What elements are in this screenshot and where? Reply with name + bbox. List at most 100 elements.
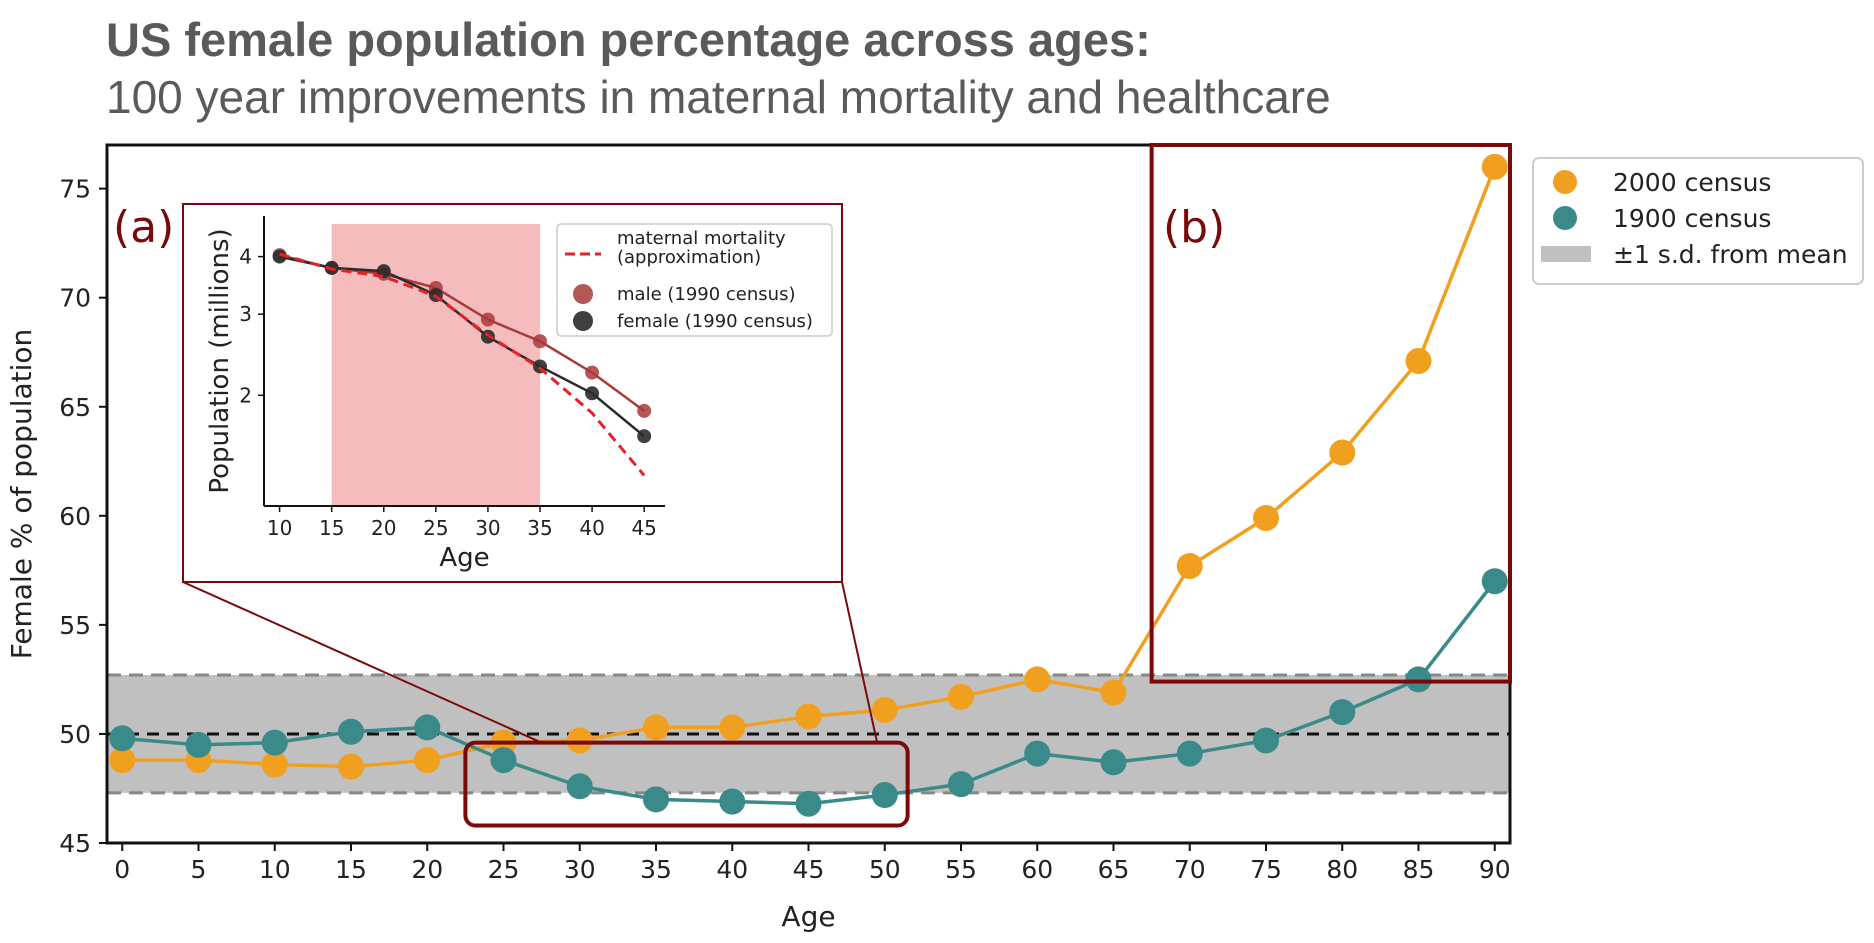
point-s0-18 — [1481, 153, 1508, 180]
inset-point-female-0 — [272, 249, 287, 264]
point-s0-11 — [948, 683, 974, 710]
point-s1-16 — [1329, 699, 1356, 726]
legend-marker-band — [1541, 246, 1591, 262]
x-tick-label-13: 65 — [1098, 855, 1130, 884]
inset-y-tick-label-2: 4 — [239, 245, 252, 269]
point-s1-15 — [1253, 727, 1279, 754]
highlight-box-b — [1149, 143, 1512, 684]
point-s0-17 — [1405, 347, 1432, 374]
x-tick-label-10: 50 — [869, 855, 901, 884]
point-s0-16 — [1329, 439, 1356, 466]
legend-box — [1532, 157, 1864, 285]
annotation-a: (a) — [113, 202, 174, 253]
y-tick-label-5: 70 — [59, 284, 91, 313]
x-tick-label-3: 15 — [335, 855, 367, 884]
x-tick-label-18: 90 — [1479, 855, 1511, 884]
inset-x-tick-label-3: 25 — [423, 516, 448, 540]
x-tick-label-9: 45 — [793, 855, 825, 884]
point-s0-2 — [261, 751, 288, 778]
inset-point-male-4 — [480, 312, 495, 327]
inset-x-tick-label-7: 45 — [631, 516, 656, 540]
y-tick-label-4: 65 — [59, 393, 91, 422]
inset-x-axis-label: Age — [439, 543, 489, 573]
inset-connector-right — [841, 581, 879, 743]
x-axis-label: Age — [781, 900, 835, 933]
inset-x-tick-label-1: 15 — [319, 516, 344, 540]
page-subtitle: 100 year improvements in maternal mortal… — [106, 71, 1331, 123]
point-s0-15 — [1253, 504, 1279, 531]
point-s1-3 — [338, 718, 364, 745]
point-s0-6 — [566, 727, 593, 754]
point-s0-9 — [795, 703, 822, 730]
point-s1-2 — [261, 729, 288, 756]
x-tick-label-16: 80 — [1326, 855, 1358, 884]
point-s1-8 — [719, 788, 746, 815]
point-s1-9 — [795, 790, 822, 817]
x-tick-label-2: 10 — [259, 855, 291, 884]
inset-legend-label-female: female (1990 census) — [617, 311, 813, 332]
point-s0-14 — [1176, 552, 1203, 579]
x-tick-label-0: 0 — [114, 855, 130, 884]
legend-label-0: 2000 census — [1613, 168, 1771, 197]
y-tick-label-3: 60 — [59, 502, 91, 531]
inset-point-female-7 — [637, 429, 652, 444]
x-tick-label-15: 75 — [1250, 855, 1282, 884]
point-s1-12 — [1024, 740, 1051, 767]
annotation-b: (b) — [1163, 202, 1225, 253]
inset-x-tick-label-5: 35 — [527, 516, 552, 540]
inset-point-male-7 — [637, 403, 652, 418]
legend-marker-1 — [1553, 206, 1577, 230]
x-tick-label-7: 35 — [640, 855, 672, 884]
x-tick-label-12: 60 — [1021, 855, 1053, 884]
inset-legend-label-maternal-line1: maternal mortality — [617, 228, 786, 249]
inset-legend-label-male: male (1990 census) — [617, 284, 795, 305]
legend-label-1: 1900 census — [1613, 204, 1771, 233]
inset-line-maternal-mortality — [279, 252, 646, 477]
inset-y-tick-label-1: 3 — [239, 302, 252, 326]
inset-x-tick-label-0: 10 — [267, 516, 292, 540]
inset-legend-label-maternal-line2: (approximation) — [617, 247, 761, 268]
inset-legend-box — [556, 223, 833, 337]
legend-marker-0 — [1553, 170, 1577, 194]
point-s1-1 — [185, 731, 212, 758]
inset-connector-left — [182, 581, 543, 744]
inset-highlight-span — [331, 224, 541, 506]
point-s0-8 — [719, 714, 746, 741]
inset-point-female-6 — [585, 386, 600, 401]
point-s1-18 — [1481, 568, 1508, 595]
point-s1-4 — [414, 714, 441, 741]
y-tick-label-6: 75 — [59, 175, 91, 204]
inset-legend-marker-female — [573, 311, 593, 331]
point-s1-10 — [871, 782, 898, 809]
x-tick-label-1: 5 — [191, 855, 207, 884]
highlight-box-a — [463, 740, 910, 828]
point-s0-7 — [643, 714, 669, 741]
y-tick-label-2: 55 — [59, 611, 91, 640]
inset-legend-marker-male — [573, 284, 593, 304]
point-s1-14 — [1176, 740, 1203, 767]
point-s0-12 — [1024, 666, 1051, 693]
inset-x-tick-label-4: 30 — [475, 516, 500, 540]
x-tick-label-14: 70 — [1174, 855, 1206, 884]
inset-x-tick-label-2: 20 — [371, 516, 396, 540]
y-axis-label: Female % of population — [5, 329, 38, 660]
point-s1-0 — [109, 725, 136, 752]
point-s0-10 — [871, 696, 898, 723]
x-tick-label-17: 85 — [1403, 855, 1435, 884]
inset-y-tick-label-0: 2 — [239, 383, 252, 407]
inset-point-male-6 — [585, 365, 600, 380]
point-s1-17 — [1405, 666, 1432, 693]
y-tick-label-0: 45 — [59, 829, 91, 858]
point-s1-13 — [1100, 749, 1127, 776]
point-s1-6 — [566, 773, 593, 800]
x-tick-label-8: 40 — [716, 855, 748, 884]
point-s0-4 — [414, 747, 441, 774]
x-tick-label-11: 55 — [945, 855, 977, 884]
point-s1-7 — [643, 786, 669, 813]
inset-point-male-5 — [533, 334, 548, 349]
legend-label-band: ±1 s.d. from mean — [1613, 240, 1848, 269]
page-title: US female population percentage across a… — [106, 13, 1151, 66]
point-s1-11 — [948, 771, 974, 798]
inset-y-axis-label: Population (millions) — [205, 228, 235, 493]
